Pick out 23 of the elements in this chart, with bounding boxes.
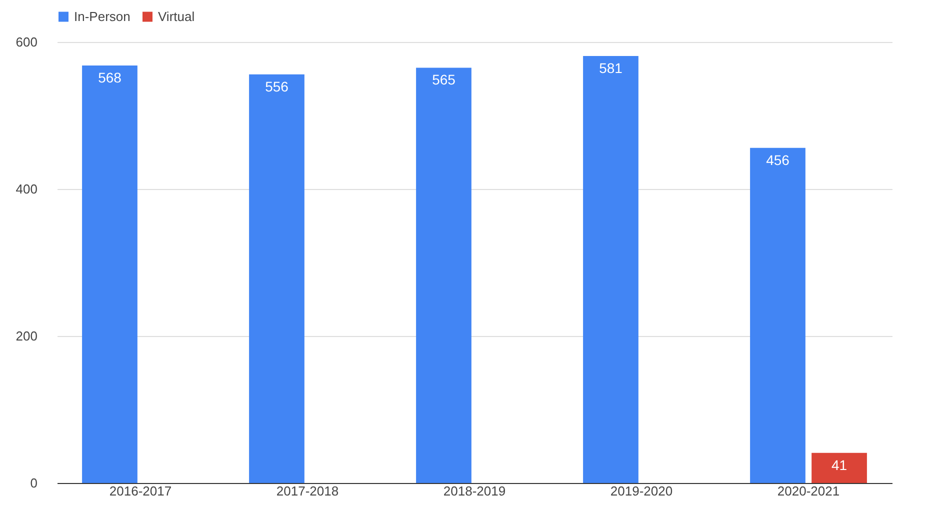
bar bbox=[750, 148, 806, 483]
x-tick-label: 2017-2018 bbox=[276, 484, 339, 498]
data-label: 556 bbox=[265, 78, 289, 94]
y-tick-label: 600 bbox=[16, 34, 38, 50]
x-tick-label: 2016-2017 bbox=[109, 484, 172, 498]
bar bbox=[812, 452, 867, 483]
x-tick-label: 2020-2021 bbox=[777, 484, 840, 498]
bar bbox=[82, 66, 138, 483]
y-tick-label: 400 bbox=[16, 182, 38, 196]
bar bbox=[416, 68, 472, 483]
data-label: 565 bbox=[432, 72, 456, 88]
data-label: 456 bbox=[766, 152, 790, 168]
y-tick-label: 200 bbox=[16, 328, 38, 344]
y-tick-label: 0 bbox=[30, 476, 38, 490]
data-label: 41 bbox=[831, 456, 848, 473]
x-tick-label: 2019-2020 bbox=[610, 484, 673, 498]
legend-label: Virtual bbox=[158, 8, 195, 24]
bar bbox=[583, 56, 638, 483]
x-tick-label: 2018-2019 bbox=[443, 484, 506, 498]
bar bbox=[249, 74, 304, 483]
legend-label: In-Person bbox=[74, 8, 130, 24]
data-label: 568 bbox=[98, 70, 122, 86]
data-label: 581 bbox=[599, 60, 623, 76]
